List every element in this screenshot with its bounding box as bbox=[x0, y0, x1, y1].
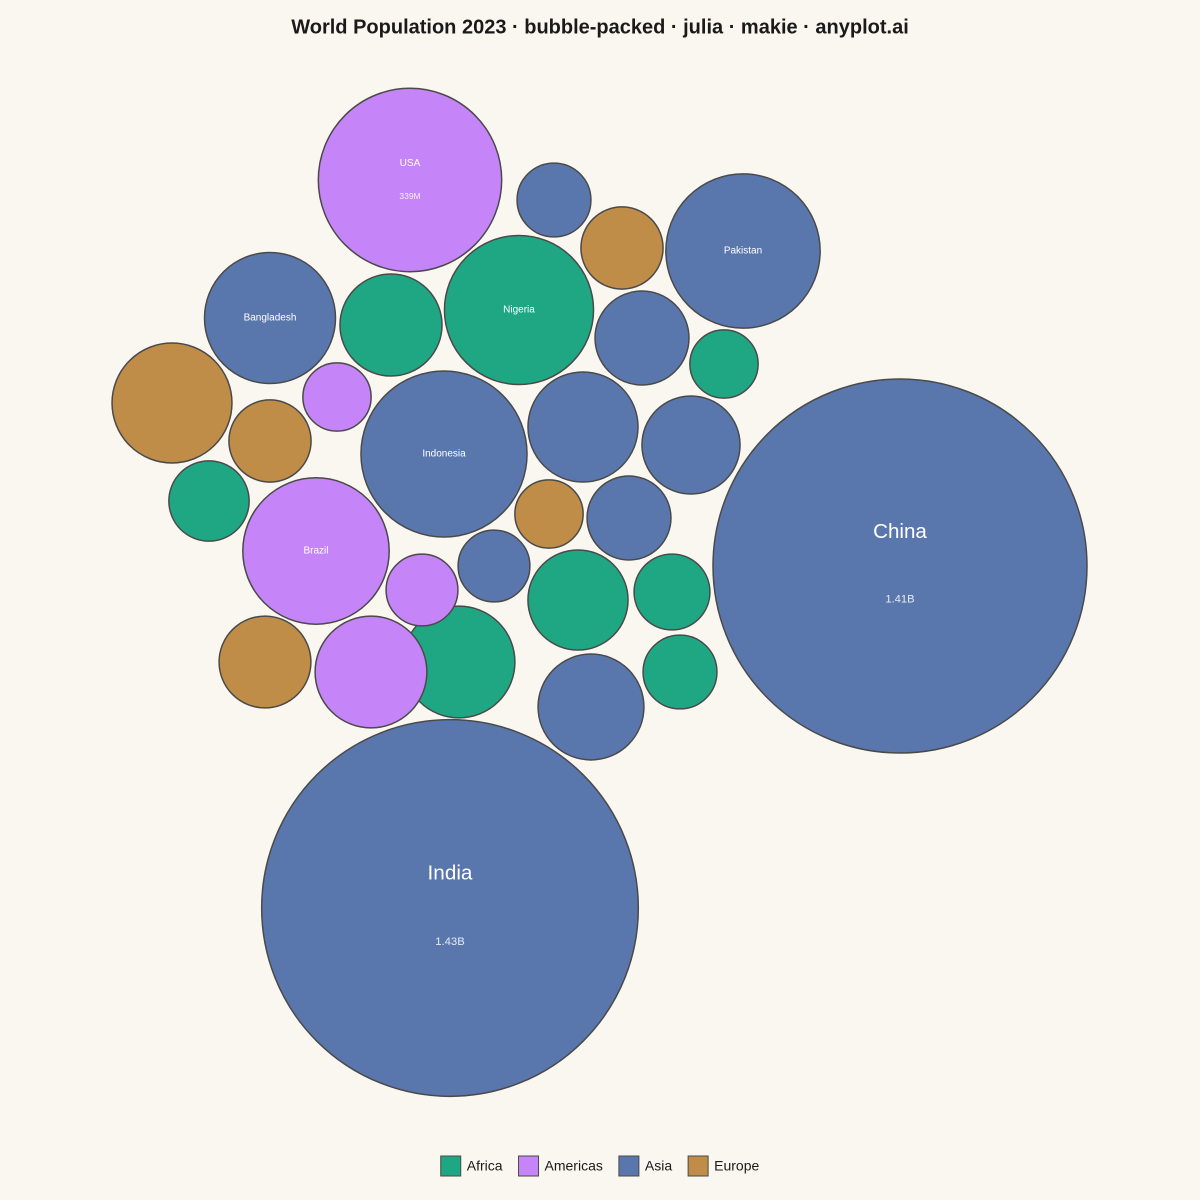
legend-swatch bbox=[518, 1155, 540, 1177]
bubble bbox=[633, 553, 711, 631]
legend-label: Africa bbox=[467, 1158, 503, 1174]
bubble bbox=[360, 370, 528, 538]
bubble bbox=[385, 553, 459, 627]
bubble bbox=[457, 529, 531, 603]
bubble bbox=[168, 460, 250, 542]
bubble bbox=[302, 362, 372, 432]
legend-label: Asia bbox=[645, 1158, 672, 1174]
legend-label: Europe bbox=[714, 1158, 759, 1174]
bubble bbox=[527, 549, 629, 651]
bubble bbox=[242, 477, 390, 625]
bubble-name: Indonesia bbox=[422, 449, 466, 460]
legend-swatch bbox=[687, 1155, 709, 1177]
bubble-name: Pakistan bbox=[724, 246, 762, 257]
bubble bbox=[527, 371, 639, 483]
bubble bbox=[689, 329, 759, 399]
bubble bbox=[516, 162, 592, 238]
bubble bbox=[642, 634, 718, 710]
bubble bbox=[641, 395, 741, 495]
bubble-name: Bangladesh bbox=[244, 313, 297, 324]
bubble bbox=[580, 206, 664, 290]
bubble bbox=[586, 475, 672, 561]
bubble bbox=[111, 342, 233, 464]
bubble bbox=[228, 399, 312, 483]
bubble-name: USA bbox=[400, 158, 421, 169]
legend-swatch bbox=[618, 1155, 640, 1177]
bubble bbox=[443, 234, 595, 386]
bubble bbox=[203, 251, 337, 385]
bubble-value: 1.41B bbox=[885, 594, 914, 606]
bubble bbox=[594, 290, 690, 386]
bubble-name: Nigeria bbox=[503, 305, 535, 316]
bubble-name: China bbox=[873, 520, 927, 543]
bubble bbox=[260, 718, 640, 1098]
bubble-value: 339M bbox=[399, 191, 420, 201]
chart-title: World Population 2023 · bubble-packed · … bbox=[291, 16, 909, 38]
bubble bbox=[665, 173, 821, 329]
bubble-name: Brazil bbox=[303, 546, 328, 557]
bubble bbox=[514, 479, 584, 549]
bubble bbox=[218, 615, 312, 709]
legend: Africa Americas Asia Europe bbox=[440, 1155, 759, 1177]
legend-swatch bbox=[440, 1155, 462, 1177]
bubble-name: India bbox=[428, 862, 473, 885]
bubble bbox=[712, 378, 1088, 754]
bubble bbox=[314, 615, 428, 729]
bubble bbox=[537, 653, 645, 761]
bubble bbox=[339, 273, 443, 377]
bubble bbox=[317, 87, 503, 273]
legend-label: Americas bbox=[545, 1158, 603, 1174]
bubble-value: 1.43B bbox=[435, 936, 464, 948]
